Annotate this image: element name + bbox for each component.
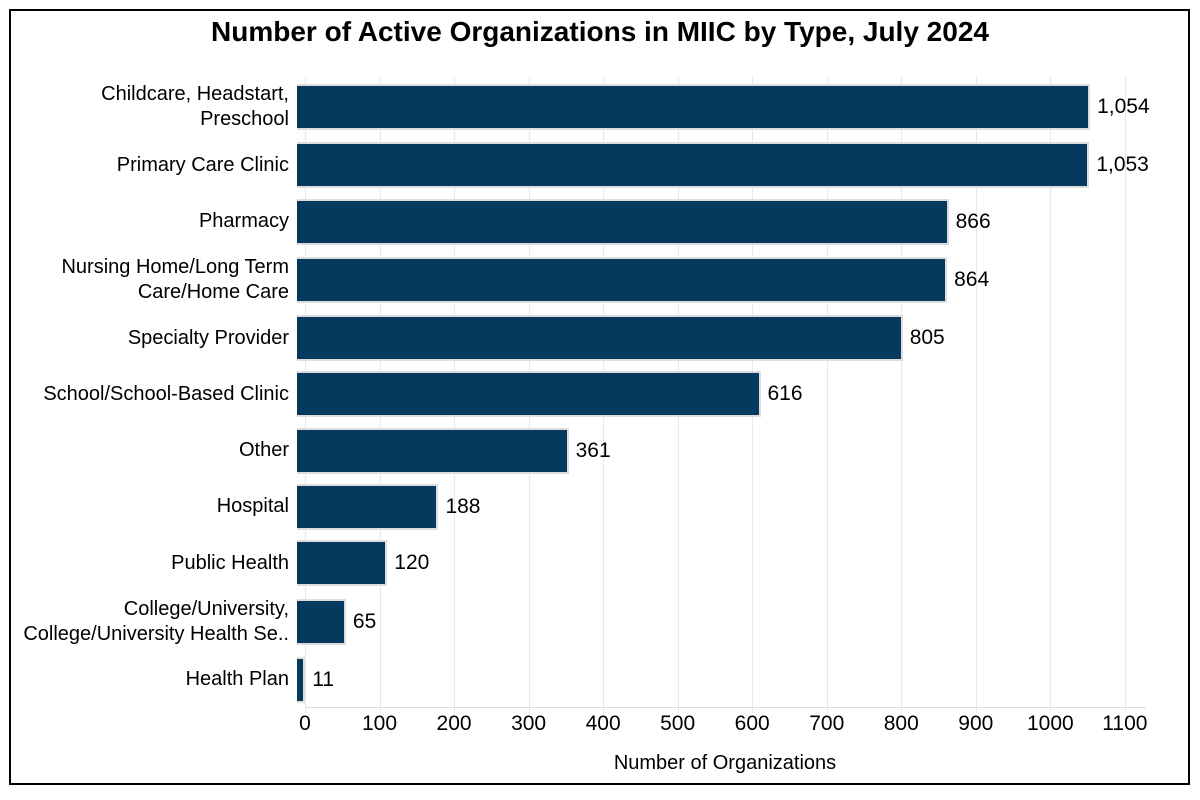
bar-track: 188 [297,483,1145,530]
bar [297,142,1090,189]
bar-track: 120 [297,540,1145,587]
bar [297,371,761,418]
category-label: Public Health [171,551,289,574]
bar-track: 1,053 [297,142,1149,189]
bar-row: Hospital 188 [12,479,1145,535]
category-label: Specialty Provider [127,326,289,349]
bar-track: 361 [297,427,1145,474]
value-label: 361 [575,438,611,462]
x-tick-label: 500 [660,712,696,735]
bar-row: Childcare, Headstart, Preschool 1,054 [12,77,1150,137]
gridline-700 [826,77,828,713]
x-axis-title: Number of Organizations [613,752,837,774]
bar-track: 805 [297,315,1145,362]
x-tick-label: 0 [299,712,311,735]
x-tick-label: 100 [362,712,398,735]
category-label: Other [238,439,289,462]
bar-row: Pharmacy 866 [12,194,1145,250]
bar-track: 616 [297,371,1145,418]
category-label: Nursing Home/Long Term Care/Home Care [61,255,289,303]
gridline-900 [975,77,977,713]
bar-row: School/School-Based Clinic 616 [12,366,1145,422]
category-label: Pharmacy [198,210,289,233]
x-tick-label: 700 [809,712,845,735]
value-label: 11 [312,667,335,691]
x-tick-label: 1100 [1102,712,1148,735]
bar-row: Nursing Home/Long Term Care/Home Care 864 [12,250,1145,310]
x-tick-label: 400 [585,712,621,735]
bar-track: 11 [297,656,1145,703]
x-axis-ticks: 0 100 200 300 400 500 600 700 800 900 1000 1100 [299,712,1148,740]
bar-track: 866 [297,198,1145,245]
bar [297,656,306,703]
category-label: Primary Care Clinic [116,153,289,176]
category-label: Hospital [216,495,289,518]
value-label: 65 [352,609,377,633]
bar [297,256,948,303]
bar [297,84,1091,131]
x-tick-label: 1000 [1026,712,1074,735]
bar [297,598,346,645]
value-label: 120 [394,551,430,575]
value-label: 1,054 [1097,95,1150,119]
bar-row: Other 361 [12,423,1145,479]
bar [297,427,569,474]
chart-title: Number of Active Organizations in MIIC b… [211,16,989,47]
category-label: School/School-Based Clinic [43,382,289,405]
bar [297,540,388,587]
x-tick-label: 800 [883,712,919,735]
bar-row: Primary Care Clinic 1,053 [12,137,1149,193]
bar-track: 65 [297,598,1145,645]
bar [297,198,949,245]
value-label: 616 [767,382,803,406]
bar-rows: Childcare, Headstart, Preschool 1,054 Prim… [12,77,1150,708]
category-label: Childcare, Headstart, Preschool [101,83,289,131]
x-tick-label: 200 [436,712,472,735]
bar-track: 864 [297,256,1145,303]
gridline-1000 [1050,77,1052,713]
x-tick-label: 600 [734,712,770,735]
bar-row: College/University, College/University H… [12,591,1145,651]
value-label: 866 [955,209,991,233]
category-label: College/University, College/University H… [23,597,289,645]
value-label: 864 [954,267,990,291]
bar-track: 1,054 [297,84,1150,131]
gridline-800 [901,77,903,713]
x-tick-label: 300 [511,712,547,735]
bar [297,483,439,530]
x-axis-line [305,707,1146,708]
bar-row: Public Health 120 [12,535,1145,591]
value-label: 188 [445,494,481,518]
x-tick-label: 900 [958,712,994,735]
bar-row: Health Plan 11 [12,652,1145,708]
bar-row: Specialty Provider 805 [12,310,1145,366]
value-label: 805 [909,326,945,350]
value-label: 1,053 [1096,153,1149,177]
bar [297,315,903,362]
category-label: Health Plan [185,668,289,691]
gridline-1100 [1124,77,1126,713]
